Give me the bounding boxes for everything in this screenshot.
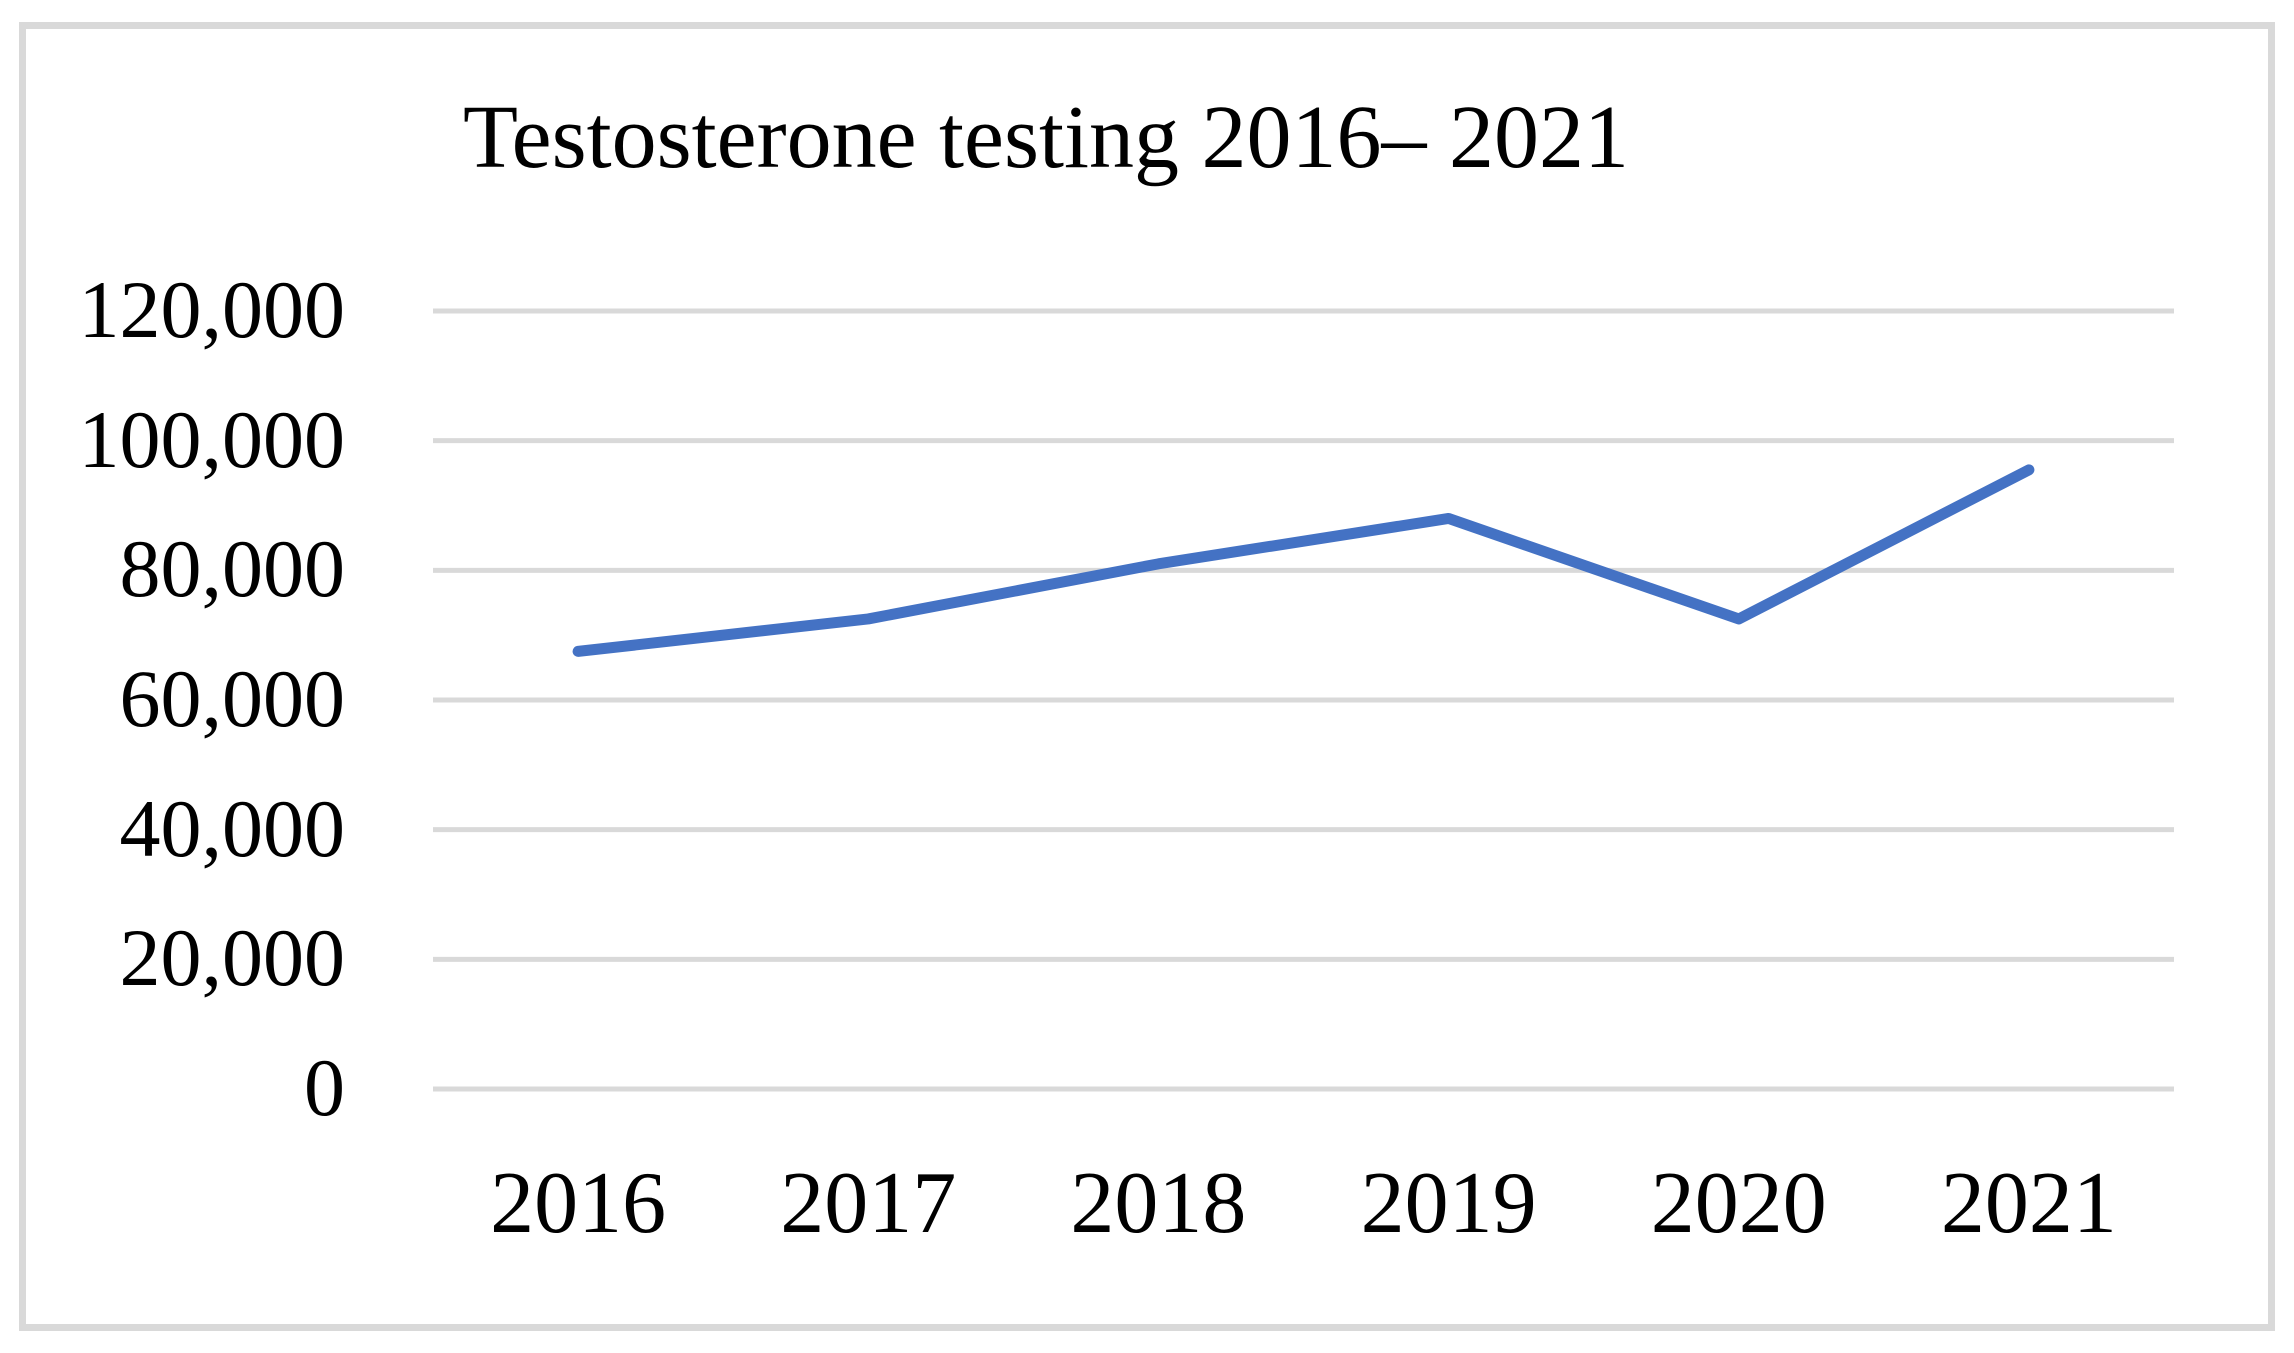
data-series-line [572,464,2035,657]
chart-border [19,22,2275,1331]
x-axis-tick-label: 2020 [1650,1155,1827,1252]
x-axis-tick-label: 2019 [1360,1155,1537,1252]
x-axis-tick-label: 2016 [490,1155,667,1252]
y-axis-tick-label: 0 [304,1042,345,1133]
x-axis-tick-label: 2017 [780,1155,957,1252]
y-axis-tick-label: 120,000 [78,264,346,355]
x-axis-tick-label: 2021 [1940,1155,2117,1252]
y-axis-tick-label: 100,000 [78,393,346,485]
y-axis-tick-label: 40,000 [119,782,346,874]
chart-title: Testosterone testing 2016– 2021 [462,88,1630,187]
x-axis-tick-label: 2018 [1070,1155,1247,1252]
y-axis-tick-label: 60,000 [119,653,346,744]
y-axis-tick-label: 80,000 [119,523,346,615]
y-axis-tick-label: 20,000 [119,912,346,1004]
